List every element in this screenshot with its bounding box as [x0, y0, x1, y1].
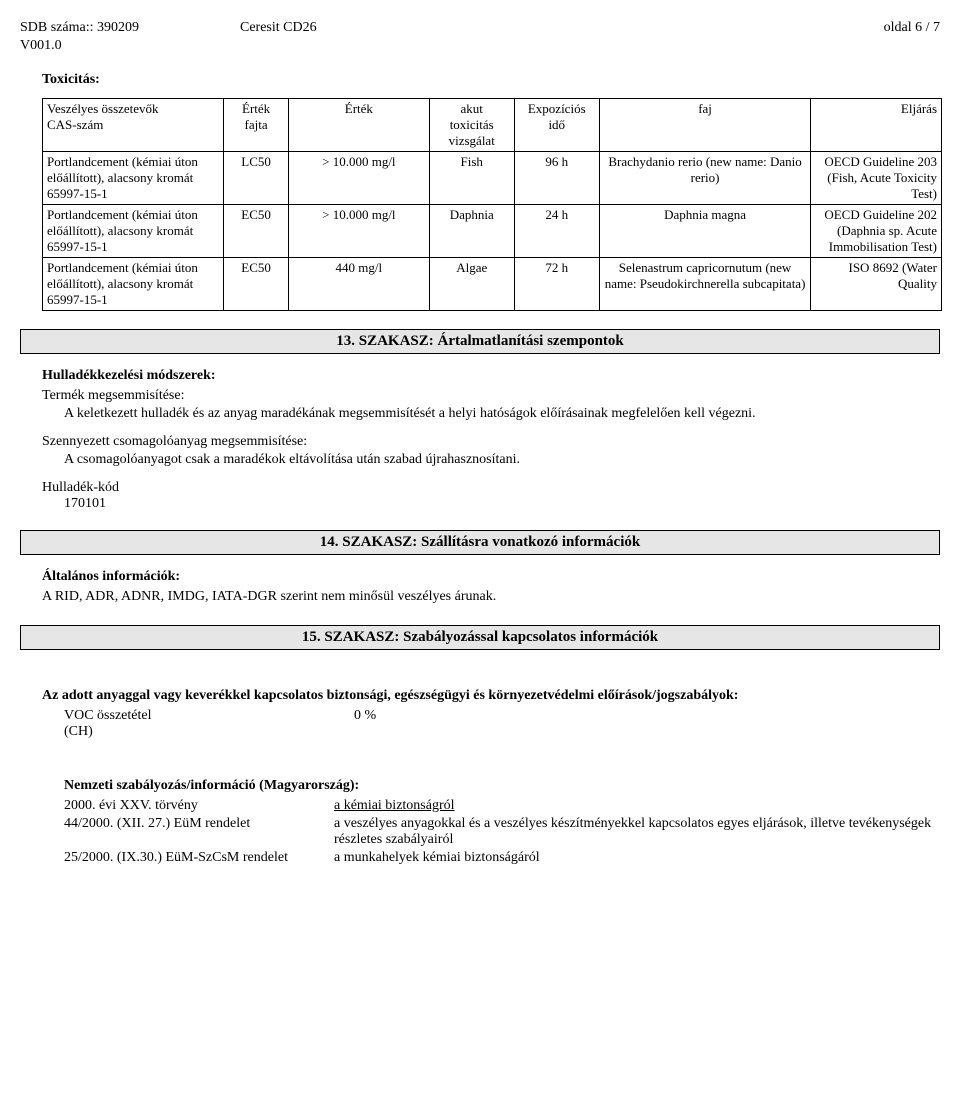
s15-sub2: Nemzeti szabályozás/információ (Magyaror… [64, 778, 940, 794]
header-left-line2: V001.0 [20, 38, 940, 54]
reg-val: a veszélyes anyagokkal és a veszélyes ké… [334, 816, 940, 848]
toxicity-table: Veszélyes összetevők CAS-szám Érték fajt… [42, 98, 942, 311]
toxicity-title: Toxicitás: [42, 72, 940, 88]
section-15-bar: 15. SZAKASZ: Szabályozással kapcsolatos … [20, 625, 940, 650]
reg-val: a kémiai biztonságról [334, 798, 940, 814]
section-13-bar: 13. SZAKASZ: Ártalmatlanítási szempontok [20, 329, 940, 354]
page-header: SDB száma:: 390209 Ceresit CD26 oldal 6 … [20, 20, 940, 54]
s13-p2-text: A csomagolóanyagot csak a maradékok eltá… [64, 452, 940, 468]
col-value-type: Érték fajta [224, 99, 289, 152]
voc-row: VOC összetétel 0 % [64, 708, 940, 724]
table-row: Portlandcement (kémiai úton előállított)… [43, 152, 942, 205]
reg-key: 44/2000. (XII. 27.) EüM rendelet [64, 816, 334, 848]
voc-value: 0 % [354, 708, 376, 724]
reg-val: a munkahelyek kémiai biztonságáról [334, 850, 940, 866]
s13-p1-text: A keletkezett hulladék és az anyag marad… [64, 406, 940, 422]
reg-row: 2000. évi XXV. törvény a kémiai biztonsá… [64, 798, 940, 814]
reg-key: 2000. évi XXV. törvény [64, 798, 334, 814]
s14-sub: Általános információk: [42, 569, 940, 585]
header-left-line1: SDB száma:: 390209 [20, 20, 139, 36]
toxicity-tbody: Portlandcement (kémiai úton előállított)… [43, 152, 942, 311]
s13-p1-label: Termék megsemmisítése: [42, 388, 940, 404]
s13-p2-label: Szennyezett csomagolóanyag megsemmisítés… [42, 434, 940, 450]
s13-p3-label: Hulladék-kód [42, 480, 940, 496]
col-species: faj [599, 99, 811, 152]
reg-key: 25/2000. (IX.30.) EüM-SzCsM rendelet [64, 850, 334, 866]
reg-row: 25/2000. (IX.30.) EüM-SzCsM rendelet a m… [64, 850, 940, 866]
section-14-bar: 14. SZAKASZ: Szállításra vonatkozó infor… [20, 530, 940, 555]
col-value: Érték [288, 99, 429, 152]
s15-sub1: Az adott anyaggal vagy keverékkel kapcso… [42, 688, 940, 704]
col-exposure: Expozíciós idő [514, 99, 599, 152]
s13-sub1: Hulladékkezelési módszerek: [42, 368, 940, 384]
voc-label: VOC összetétel [64, 708, 354, 724]
header-center: Ceresit CD26 [240, 20, 317, 36]
col-component: Veszélyes összetevők CAS-szám [43, 99, 224, 152]
voc-ch: (CH) [64, 724, 940, 740]
col-method: Eljárás [811, 99, 942, 152]
table-row: Portlandcement (kémiai úton előállított)… [43, 205, 942, 258]
table-row: Portlandcement (kémiai úton előállított)… [43, 258, 942, 311]
table-header-row: Veszélyes összetevők CAS-szám Érték fajt… [43, 99, 942, 152]
s13-p3-text: 170101 [64, 496, 940, 512]
col-test: akut toxicitás vizsgálat [429, 99, 514, 152]
s14-text: A RID, ADR, ADNR, IMDG, IATA-DGR szerint… [42, 589, 940, 605]
reg-row: 44/2000. (XII. 27.) EüM rendelet a veszé… [64, 816, 940, 848]
header-right: oldal 6 / 7 [884, 20, 940, 36]
